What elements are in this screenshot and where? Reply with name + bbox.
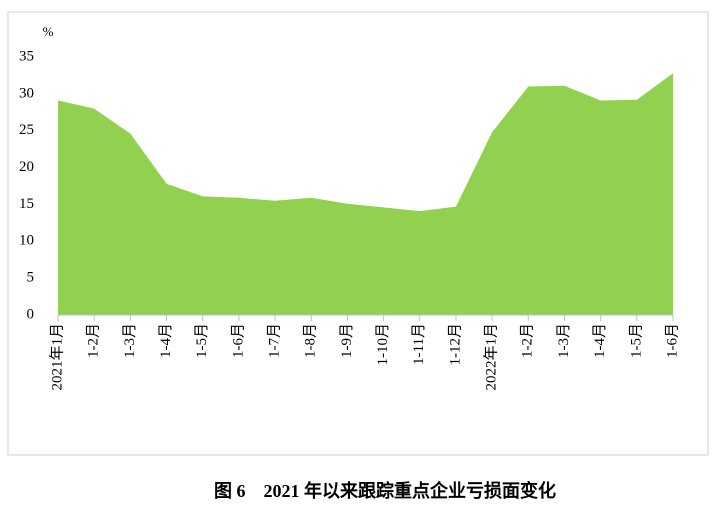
y-tick-label: 35 [19,48,34,64]
x-tick-label: 1-4月 [158,323,174,358]
x-tick-label: 1-6月 [230,323,246,358]
x-tick-label: 1-5月 [194,323,210,358]
x-tick-label: 1-9月 [339,323,355,358]
x-tick-label: 1-2月 [86,323,102,358]
x-tick-label: 1-11月 [411,323,427,365]
x-tick-label: 1-12月 [447,323,463,366]
x-tick-label: 1-8月 [303,323,319,358]
x-tick-label: 1-3月 [556,323,572,358]
x-tick-label: 1-7月 [266,323,282,358]
y-tick-label: 0 [27,306,35,322]
x-tick-label: 2022年1月 [483,323,500,391]
x-tick-label: 1-3月 [122,323,138,358]
x-tick-label: 1-5月 [628,323,644,358]
x-tick-label: 1-6月 [664,323,680,358]
y-tick-label: 10 [19,233,34,249]
y-tick-label: 15 [19,196,34,212]
y-tick-label: 25 [19,122,34,138]
x-tick-label: 1-2月 [520,323,536,358]
y-axis-unit: % [43,24,54,39]
area [58,73,673,316]
chart-title: 图 6 2021 年以来跟踪重点企业亏损面变化 [214,480,556,501]
x-tick-label: 2021年1月 [48,323,65,391]
x-tick-label: 1-10月 [375,323,391,366]
y-tick-label: 20 [19,159,34,175]
x-tick-label: 1-4月 [592,323,608,358]
y-tick-label: 5 [27,270,35,286]
y-tick-label: 30 [19,85,34,101]
